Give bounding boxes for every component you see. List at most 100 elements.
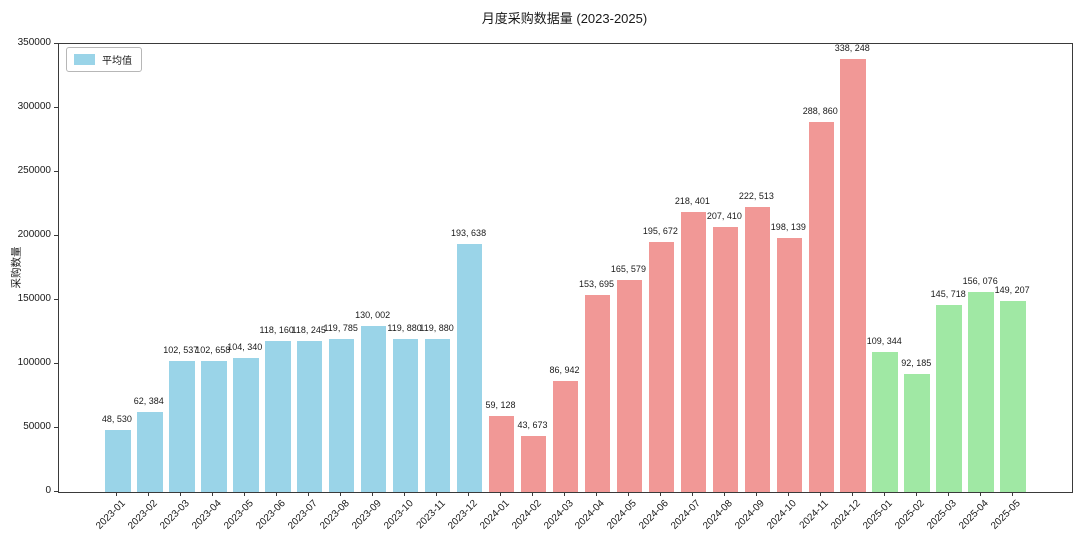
bar — [968, 292, 994, 492]
y-tick-mark — [54, 362, 58, 364]
y-tick-label: 250000 — [17, 165, 51, 176]
bar-value-label: 102, 658 — [195, 344, 231, 355]
x-tick-label: 2023-08 — [317, 498, 352, 532]
bar-value-label: 130, 002 — [355, 309, 391, 320]
bar-value-label: 222, 513 — [738, 191, 774, 202]
bar — [168, 360, 195, 492]
x-tick-label: 2024-10 — [765, 498, 800, 532]
bar — [137, 412, 163, 492]
x-tick-label: 2023-06 — [253, 498, 288, 532]
x-tick-label: 2024-03 — [541, 498, 576, 532]
x-tick-label: 2023-01 — [93, 498, 128, 532]
bar — [552, 380, 579, 492]
x-tick-mark — [723, 492, 725, 496]
x-tick-mark — [180, 492, 182, 496]
bar — [488, 416, 515, 492]
y-tick-label: 0 — [45, 485, 51, 496]
bar-value-label: 119, 880 — [419, 322, 454, 333]
x-tick-mark — [979, 492, 981, 496]
x-tick-mark — [787, 492, 789, 496]
bar-value-label: 207, 410 — [706, 210, 742, 221]
x-tick-mark — [883, 492, 885, 496]
x-tick-mark — [627, 492, 629, 496]
bar-value-label: 62, 384 — [133, 396, 164, 407]
y-tick-label: 100000 — [17, 357, 51, 368]
x-tick-mark — [212, 492, 214, 496]
x-tick-mark — [947, 492, 949, 496]
bar-value-label: 86, 942 — [549, 364, 580, 375]
x-tick-mark — [148, 492, 150, 496]
x-tick-mark — [659, 492, 661, 496]
x-tick-label: 2023-10 — [381, 498, 416, 532]
bar-value-label: 195, 672 — [642, 225, 678, 236]
x-tick-label: 2024-12 — [829, 498, 864, 532]
bar — [105, 429, 131, 492]
bar — [392, 338, 419, 492]
bar-value-label: 153, 695 — [578, 279, 614, 290]
x-tick-label: 2023-05 — [221, 498, 256, 532]
bar — [456, 244, 483, 492]
y-tick-mark — [54, 490, 58, 492]
x-tick-label: 2025-04 — [957, 498, 991, 532]
x-tick-mark — [500, 492, 502, 496]
bar-value-label: 59, 128 — [485, 400, 516, 411]
y-tick-label: 350000 — [17, 37, 51, 48]
x-tick-label: 2023-12 — [445, 498, 480, 532]
legend-swatch — [74, 54, 95, 65]
y-tick-mark — [54, 298, 58, 300]
x-tick-mark — [404, 492, 406, 496]
x-tick-mark — [244, 492, 246, 496]
bar — [872, 352, 899, 492]
bar — [744, 207, 771, 492]
bar-value-label: 92, 185 — [901, 358, 932, 368]
y-tick-mark — [54, 234, 58, 236]
x-tick-mark — [436, 492, 438, 496]
x-tick-label: 2023-11 — [414, 498, 448, 532]
y-tick-mark — [54, 426, 58, 428]
x-tick-label: 2024-05 — [605, 498, 640, 532]
bar — [936, 305, 962, 492]
bar-value-label: 43, 673 — [517, 420, 548, 431]
bar-value-label: 149, 207 — [994, 285, 1030, 295]
x-tick-mark — [1011, 492, 1013, 496]
x-tick-label: 2023-09 — [349, 498, 384, 532]
x-tick-mark — [372, 492, 374, 496]
x-tick-label: 2024-08 — [701, 498, 736, 532]
plot-area — [58, 43, 1073, 493]
y-tick-label: 50000 — [23, 421, 51, 432]
bar — [616, 280, 643, 492]
x-tick-label: 2025-01 — [861, 498, 896, 532]
bar — [328, 338, 355, 492]
x-tick-mark — [755, 492, 757, 496]
y-tick-mark — [54, 170, 58, 172]
x-tick-label: 2024-02 — [509, 498, 544, 532]
x-tick-label: 2024-07 — [669, 498, 704, 532]
bar — [200, 360, 227, 492]
x-tick-label: 2024-04 — [573, 498, 608, 532]
bar-value-label: 118, 245 — [291, 324, 326, 335]
x-tick-mark — [468, 492, 470, 496]
bar — [712, 226, 739, 492]
bar-value-label: 338, 248 — [834, 43, 870, 54]
x-tick-mark — [340, 492, 342, 496]
legend: 平均值 — [66, 47, 142, 72]
bar-value-label: 104, 340 — [227, 342, 263, 353]
bar-value-label: 288, 860 — [802, 106, 838, 117]
y-tick-label: 300000 — [17, 101, 51, 112]
bar-value-label: 119, 880 — [387, 322, 422, 333]
x-tick-mark — [308, 492, 310, 496]
bar — [904, 374, 931, 492]
x-tick-label: 2025-05 — [989, 498, 1023, 532]
y-tick-mark — [54, 42, 58, 44]
bar-value-label: 145, 718 — [930, 289, 966, 300]
x-tick-label: 2023-03 — [157, 498, 192, 532]
x-tick-label: 2024-09 — [733, 498, 768, 532]
x-tick-label: 2024-06 — [637, 498, 672, 532]
x-tick-mark — [564, 492, 565, 496]
x-tick-label: 2023-04 — [189, 498, 224, 532]
x-tick-label: 2025-02 — [893, 498, 928, 532]
bar — [1000, 301, 1026, 492]
x-tick-mark — [915, 492, 917, 496]
bar-value-label: 165, 579 — [610, 264, 646, 275]
chart-title: 月度采购数据量 (2023-2025) — [481, 11, 648, 26]
